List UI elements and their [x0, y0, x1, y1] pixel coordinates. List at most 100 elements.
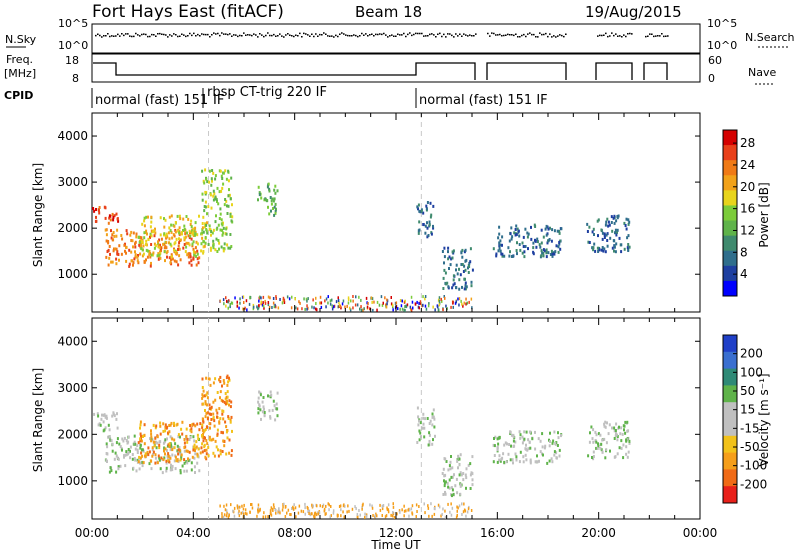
range-cell [460, 299, 462, 303]
range-cell [339, 304, 342, 308]
range-cell [243, 503, 245, 507]
range-cell [260, 417, 262, 421]
range-cell [337, 514, 339, 517]
range-cell [362, 308, 364, 312]
range-cell [151, 454, 154, 458]
range-cell [341, 302, 344, 306]
range-cell [177, 448, 180, 452]
range-cell [208, 438, 211, 442]
range-cell [261, 303, 264, 307]
range-cell [213, 424, 216, 428]
range-cell [614, 250, 617, 254]
range-cell [361, 505, 363, 509]
range-cell [196, 454, 199, 458]
range-cell [131, 239, 134, 243]
range-cell [257, 508, 259, 512]
range-cell [427, 304, 430, 308]
range-cell [418, 505, 420, 508]
range-cell [374, 515, 376, 519]
range-cell [288, 297, 291, 301]
range-cell [191, 231, 194, 235]
range-cell [516, 227, 519, 231]
range-cell [190, 468, 193, 472]
range-cell [550, 239, 553, 243]
range-cell [209, 407, 211, 411]
range-cell [603, 232, 606, 236]
range-cell [219, 299, 221, 303]
range-cell [524, 227, 527, 231]
range-cell [216, 432, 219, 436]
range-cell [394, 301, 397, 305]
range-cell [194, 449, 196, 452]
range-cell [208, 435, 211, 439]
range-cell [524, 245, 527, 248]
range-cell [268, 187, 271, 191]
range-cell [360, 305, 362, 309]
range-cell [600, 442, 603, 446]
range-cell [415, 515, 417, 518]
range-cell [125, 229, 128, 233]
range-cell [521, 241, 524, 245]
range-cell [498, 454, 501, 458]
range-cell [141, 454, 144, 458]
range-cell [170, 255, 173, 259]
range-cell [286, 295, 289, 299]
range-cell [262, 396, 265, 399]
range-cell [297, 511, 300, 515]
range-cell [258, 191, 261, 195]
colorbar-tick-label: 20 [740, 180, 755, 194]
range-cell [272, 207, 274, 210]
range-cell [611, 246, 614, 250]
range-cell [169, 242, 172, 246]
range-cell [206, 180, 209, 184]
range-cell [205, 393, 208, 397]
range-cell [416, 510, 418, 513]
range-cell [218, 241, 221, 245]
range-cell [144, 454, 147, 458]
range-cell [264, 299, 266, 303]
range-cell [203, 181, 206, 185]
range-cell [591, 437, 594, 441]
range-cell [616, 230, 618, 234]
range-cell [209, 246, 212, 250]
range-cell [591, 456, 593, 459]
range-cell [615, 219, 618, 223]
range-cell [158, 458, 161, 462]
range-cell [519, 433, 522, 437]
range-cell [461, 302, 463, 306]
range-cell [392, 511, 394, 514]
range-cell [556, 229, 559, 233]
range-cell [212, 171, 215, 175]
range-cell [178, 226, 181, 230]
range-cell [198, 428, 201, 432]
range-cell [206, 403, 208, 407]
range-cell [433, 425, 436, 429]
range-cell [139, 439, 142, 443]
range-cell [292, 507, 295, 511]
range-cell [202, 230, 205, 234]
range-cell [557, 245, 560, 249]
range-cell [381, 303, 384, 307]
range-cell [216, 200, 218, 203]
range-cell [444, 457, 447, 461]
range-cell [105, 233, 108, 237]
range-cell [438, 299, 441, 303]
range-cell [222, 379, 225, 382]
range-cell [461, 248, 464, 252]
range-cell [159, 432, 162, 436]
range-cell [542, 251, 545, 255]
range-cell [105, 442, 108, 446]
range-cell [274, 202, 277, 206]
range-cell [422, 211, 425, 215]
range-cell [230, 503, 232, 507]
range-cell [267, 394, 269, 398]
range-cell [201, 228, 204, 232]
range-cell [278, 508, 280, 512]
range-cell [403, 504, 405, 508]
range-cell [355, 507, 357, 511]
range-cell [450, 257, 453, 261]
range-cell [209, 193, 212, 197]
range-cell [190, 237, 193, 241]
range-cell [228, 378, 231, 382]
range-cell [188, 243, 191, 247]
